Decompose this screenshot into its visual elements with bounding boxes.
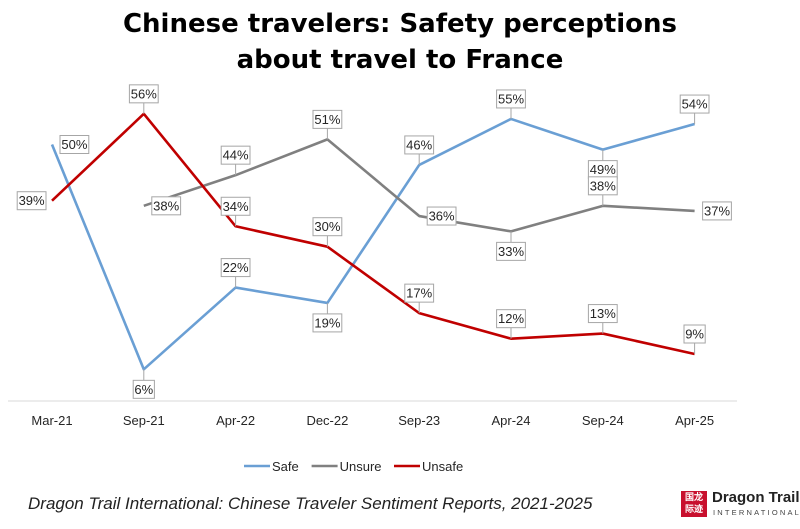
x-tick-label: Sep-21 — [123, 413, 165, 428]
data-label-text: 49% — [590, 162, 616, 177]
data-label-box — [683, 324, 706, 344]
data-label-unsafe: 12% — [496, 309, 526, 339]
series-line-unsafe — [51, 112, 695, 356]
data-label-text: 6% — [134, 382, 153, 397]
data-label-box — [312, 313, 343, 333]
logo-subtitle: INTERNATIONAL — [713, 508, 800, 517]
data-label-text: 36% — [429, 209, 455, 224]
x-tick-label: Mar-21 — [31, 413, 72, 428]
data-label-box — [312, 217, 343, 237]
data-label-unsafe: 56% — [128, 84, 159, 114]
data-label-text: 17% — [406, 286, 432, 301]
data-label-unsure: 38% — [151, 196, 182, 216]
data-label-unsure: 36% — [426, 206, 457, 226]
data-label-text: 55% — [498, 91, 524, 106]
data-label-box — [220, 196, 251, 216]
data-label-text: 19% — [314, 315, 340, 330]
data-label-box — [426, 206, 457, 226]
data-label-unsure: 44% — [220, 145, 251, 176]
data-label-box — [702, 201, 732, 221]
data-label-safe: 6% — [132, 369, 155, 399]
data-label-text: 38% — [153, 198, 179, 213]
data-label-text: 56% — [131, 86, 157, 101]
series-line-safe — [50, 117, 695, 371]
data-label-box — [404, 135, 435, 155]
data-label-safe: 49% — [587, 149, 618, 180]
chart-title-line-1: Chinese travelers: Safety perceptions — [122, 9, 678, 39]
data-label-text: 12% — [498, 311, 524, 326]
data-label-box — [16, 191, 47, 211]
data-label-text: 33% — [498, 244, 524, 259]
data-label-box — [59, 135, 90, 154]
data-label-unsafe: 17% — [404, 283, 435, 314]
data-label-unsafe: 39% — [16, 191, 47, 211]
data-label-box — [220, 258, 251, 278]
data-label-box — [587, 176, 618, 196]
data-label-unsure: 51% — [312, 109, 343, 140]
x-tick-label: Dec-22 — [306, 413, 348, 428]
data-label-unsure: 37% — [702, 201, 732, 221]
data-label-text: 46% — [406, 137, 432, 152]
data-label-text: 34% — [223, 199, 249, 214]
data-label-box — [128, 84, 159, 104]
x-tick-label: Apr-25 — [675, 413, 714, 428]
brand-logo: 国龙 际迹 Dragon Trail INTERNATIONAL — [681, 489, 800, 523]
data-label-box — [496, 241, 526, 261]
data-label-safe: 54% — [679, 94, 710, 125]
x-tick-label: Sep-23 — [398, 413, 440, 428]
legend-label-safe: Safe — [272, 459, 299, 474]
data-label-text: 50% — [61, 137, 87, 152]
data-label-box — [587, 304, 618, 324]
data-label-safe: 50% — [59, 135, 90, 154]
logo-name: Dragon Trail — [712, 489, 800, 506]
data-label-box — [404, 283, 435, 303]
source-note: Dragon Trail International: Chinese Trav… — [28, 494, 593, 513]
data-label-box — [151, 196, 182, 216]
data-label-unsafe: 13% — [587, 304, 618, 334]
data-label-box — [132, 379, 155, 399]
data-label-text: 13% — [590, 306, 616, 321]
data-label-text: 54% — [682, 97, 708, 112]
data-label-box — [496, 309, 526, 329]
data-label-safe: 19% — [312, 302, 343, 333]
data-label-unsure: 38% — [587, 176, 618, 206]
data-label-text: 38% — [590, 178, 616, 193]
data-label-safe: 55% — [496, 89, 526, 119]
data-label-unsafe: 30% — [312, 217, 343, 247]
data-label-safe: 46% — [404, 135, 435, 165]
data-label-text: 37% — [704, 203, 730, 218]
data-label-unsafe: 9% — [683, 324, 706, 355]
data-label-box — [496, 89, 526, 109]
data-label-text: 22% — [223, 260, 249, 275]
data-label-unsafe: 34% — [220, 196, 251, 227]
legend-label-unsure: Unsure — [340, 459, 382, 474]
data-label-box — [220, 145, 251, 165]
data-label-box — [312, 109, 343, 129]
data-label-unsure: 33% — [496, 231, 526, 261]
logo-mark-icon: 国龙 际迹 — [681, 491, 707, 517]
x-tick-label: Sep-24 — [582, 413, 624, 428]
data-label-text: 30% — [314, 219, 340, 234]
data-label-text: 51% — [314, 112, 340, 127]
x-tick-label: Apr-24 — [491, 413, 530, 428]
legend-label-unsafe: Unsafe — [422, 459, 463, 474]
data-label-text: 9% — [685, 327, 704, 342]
data-label-text: 44% — [223, 148, 249, 163]
chart-title: Chinese travelers: Safety perceptions ab… — [0, 6, 800, 78]
chart-title-line-2: about travel to France — [236, 45, 564, 75]
data-label-box — [679, 94, 710, 114]
data-label-safe: 22% — [220, 258, 251, 288]
x-tick-label: Apr-22 — [216, 413, 255, 428]
data-label-text: 39% — [19, 193, 45, 208]
